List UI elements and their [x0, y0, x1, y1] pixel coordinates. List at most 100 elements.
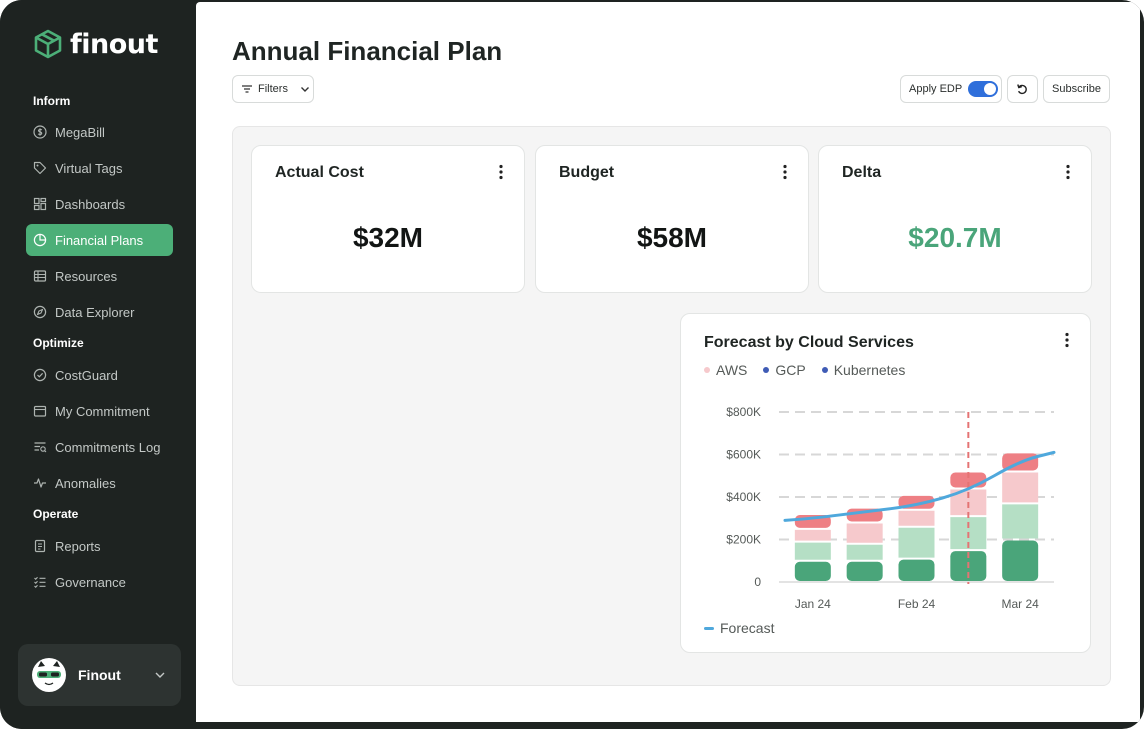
- brand-logo[interactable]: finout: [32, 28, 158, 60]
- bar-segment: [898, 527, 935, 558]
- apply-edp-toggle[interactable]: [968, 81, 999, 97]
- sidebar-item-label: Resources: [55, 268, 118, 284]
- kpi-value: $20.7M: [908, 222, 1002, 253]
- reset-button[interactable]: [1007, 75, 1038, 103]
- sidebar-item-label: Financial Plans: [55, 232, 144, 248]
- y-tick-label: $200K: [726, 533, 761, 547]
- chevron-down-icon: [300, 87, 309, 92]
- sidebar-item-financial-plans[interactable]: Financial Plans: [26, 224, 173, 256]
- legend-item-forecast[interactable]: Forecast: [704, 620, 774, 636]
- x-tick-label: Jan 24: [795, 597, 831, 611]
- legend-label: AWS: [716, 362, 748, 378]
- legend-item-kubernetes[interactable]: Kubernetes: [821, 362, 906, 378]
- forecast-line: [783, 450, 1056, 522]
- bar-segment: [898, 559, 935, 581]
- forecast-chart: 0 $200K $400K $600K $800K Jan 24 Feb 24 Mar 24: [726, 405, 1056, 611]
- chart-legend: AWS GCP Kubernetes: [704, 362, 905, 378]
- list-icon: [33, 270, 47, 282]
- sidebar-item-my-commitment[interactable]: My Commitment: [26, 395, 173, 427]
- sidebar-item-label: Data Explorer: [55, 304, 135, 320]
- kebab-menu-icon[interactable]: [1064, 332, 1070, 348]
- bar-segment: [1002, 472, 1039, 503]
- sidebar: finout Inform MegaBill Virtual Tags Dash…: [0, 0, 196, 729]
- shield-check-icon: [33, 368, 47, 382]
- y-tick-label: $800K: [726, 405, 761, 419]
- compass-icon: [33, 305, 47, 319]
- sidebar-item-label: Reports: [55, 538, 101, 554]
- legend-dot: [821, 367, 828, 373]
- filters-button[interactable]: Filters: [232, 75, 314, 103]
- x-tick-label: Mar 24: [1001, 597, 1039, 611]
- report-icon: [34, 539, 46, 553]
- filters-label: Filters: [258, 83, 288, 95]
- bar-segment: [794, 561, 831, 581]
- sidebar-item-label: Commitments Log: [55, 439, 161, 455]
- plan-panel: Actual Cost $32M Budget $58M Delta $20.7…: [232, 126, 1111, 686]
- legend-item-gcp[interactable]: GCP: [763, 362, 806, 378]
- legend-label: Forecast: [720, 620, 775, 636]
- forecast-chart-card: Forecast by Cloud Services AWS GCP Kuber…: [680, 313, 1091, 653]
- kebab-menu-icon[interactable]: [782, 164, 788, 180]
- sidebar-item-label: MegaBill: [55, 124, 105, 140]
- checklist-icon: [34, 576, 46, 588]
- apply-edp-label: Apply EDP: [909, 83, 963, 95]
- user-name: Finout: [78, 667, 121, 683]
- legend-item-aws[interactable]: AWS: [704, 362, 747, 378]
- log-icon: [34, 442, 47, 453]
- cube-logo-icon: [34, 29, 62, 59]
- sidebar-item-governance[interactable]: Governance: [26, 566, 173, 598]
- bar-segment: [794, 542, 831, 560]
- legend-label: Kubernetes: [833, 362, 906, 378]
- pulse-icon: [34, 478, 46, 488]
- avatar: [32, 658, 66, 692]
- sidebar-item-resources[interactable]: Resources: [26, 260, 173, 292]
- kpi-title: Delta: [842, 164, 882, 181]
- bar-segment: [846, 523, 883, 543]
- sidebar-item-reports[interactable]: Reports: [26, 530, 173, 562]
- bar-segment: [1002, 504, 1039, 539]
- legend-dot: [704, 367, 710, 373]
- kebab-menu-icon[interactable]: [498, 164, 504, 180]
- sidebar-item-commitments-log[interactable]: Commitments Log: [26, 431, 173, 463]
- sidebar-item-dashboards[interactable]: Dashboards: [26, 188, 173, 220]
- sidebar-item-virtual-tags[interactable]: Virtual Tags: [26, 152, 173, 184]
- kpi-title: Actual Cost: [275, 164, 364, 181]
- calendar-icon: [33, 405, 47, 417]
- kpi-title: Budget: [559, 164, 615, 181]
- x-tick-label: Feb 24: [898, 597, 936, 611]
- section-label-optimize: Optimize: [33, 336, 84, 350]
- bar-segment: [1002, 540, 1039, 581]
- kpi-value: $32M: [352, 222, 424, 253]
- main-content: Annual Financial Plan Filters Apply EDP …: [196, 2, 1140, 722]
- bar-segment: [846, 544, 883, 560]
- user-menu[interactable]: Finout: [18, 644, 181, 706]
- kpi-card-budget: Budget $58M: [535, 145, 809, 293]
- sidebar-item-label: CostGuard: [55, 367, 118, 383]
- legend-dot: [763, 367, 770, 373]
- chart-title: Forecast by Cloud Services: [704, 334, 914, 351]
- filter-icon: [242, 85, 252, 93]
- forecast-line-swatch: [704, 626, 714, 630]
- section-label-operate: Operate: [33, 507, 79, 521]
- kpi-card-delta: Delta $20.7M: [818, 145, 1092, 293]
- subscribe-button[interactable]: Subscribe: [1043, 75, 1110, 103]
- sidebar-item-label: Virtual Tags: [55, 160, 123, 176]
- sidebar-item-data-explorer[interactable]: Data Explorer: [26, 296, 173, 328]
- dollar-circle-icon: [33, 125, 47, 139]
- sidebar-item-anomalies[interactable]: Anomalies: [26, 467, 173, 499]
- apply-edp-control: Apply EDP: [900, 75, 1002, 103]
- sidebar-item-label: Anomalies: [55, 475, 116, 491]
- chevron-down-icon: [155, 672, 165, 678]
- y-tick-label: $600K: [726, 448, 761, 462]
- sidebar-item-megabill[interactable]: MegaBill: [26, 116, 173, 148]
- kebab-menu-icon[interactable]: [1065, 164, 1071, 180]
- brand-name: finout: [70, 28, 158, 60]
- subscribe-label: Subscribe: [1052, 83, 1101, 95]
- sidebar-item-label: Governance: [55, 574, 126, 590]
- tag-icon: [33, 161, 47, 175]
- sidebar-item-costguard[interactable]: CostGuard: [26, 359, 173, 391]
- kpi-value: $58M: [636, 222, 708, 253]
- undo-icon: [1017, 83, 1027, 94]
- bar-segment: [898, 510, 935, 526]
